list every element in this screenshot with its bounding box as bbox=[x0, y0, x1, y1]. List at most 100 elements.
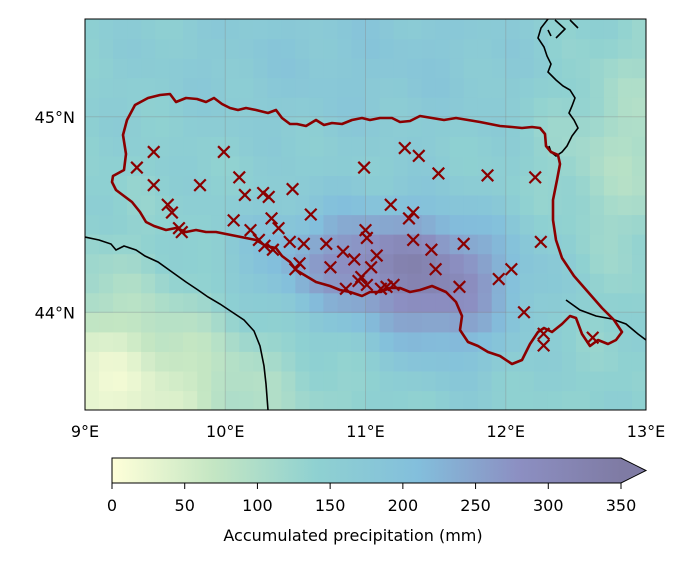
precip-cell bbox=[533, 155, 549, 176]
precip-cell bbox=[211, 390, 226, 410]
precip-cell bbox=[99, 175, 114, 196]
station-marker bbox=[347, 252, 361, 267]
precip-cell bbox=[169, 116, 184, 137]
precip-cell bbox=[631, 351, 646, 372]
station-marker bbox=[504, 262, 518, 276]
precip-cell bbox=[379, 292, 395, 313]
precip-cell bbox=[631, 214, 646, 235]
precip-cell bbox=[519, 155, 535, 176]
precip-cell bbox=[449, 19, 465, 40]
precip-cell bbox=[365, 155, 381, 176]
station-marker bbox=[357, 161, 371, 175]
precip-cell bbox=[547, 116, 563, 137]
precip-cell bbox=[183, 312, 198, 333]
precip-cell bbox=[561, 390, 577, 410]
precip-cell bbox=[351, 77, 367, 98]
precip-cell bbox=[267, 312, 282, 333]
precip-cell bbox=[491, 19, 507, 40]
precip-cell bbox=[449, 97, 465, 118]
precip-cell bbox=[253, 312, 268, 333]
precip-cell bbox=[141, 116, 156, 137]
precip-cell bbox=[547, 370, 563, 392]
precip-cell bbox=[225, 116, 240, 137]
precip-cell bbox=[309, 97, 325, 118]
precip-cell bbox=[85, 331, 100, 352]
precip-cell bbox=[505, 273, 521, 294]
precip-cell bbox=[141, 97, 156, 118]
station-marker bbox=[379, 280, 394, 294]
precip-cell bbox=[379, 351, 395, 372]
precip-cell bbox=[617, 77, 633, 98]
precip-cell bbox=[351, 312, 367, 333]
colorbar-label: Accumulated precipitation (mm) bbox=[223, 526, 482, 545]
precip-cell bbox=[239, 38, 254, 59]
precip-cell bbox=[183, 97, 198, 118]
precip-cell bbox=[267, 58, 282, 79]
precip-cell bbox=[491, 58, 507, 79]
station-marker bbox=[528, 170, 542, 184]
precip-cell bbox=[197, 292, 212, 313]
precip-cell bbox=[561, 194, 577, 216]
precip-cell bbox=[169, 136, 184, 157]
precip-cell bbox=[547, 77, 563, 98]
precip-cell bbox=[99, 194, 114, 216]
precip-cell bbox=[533, 292, 549, 313]
precip-cell bbox=[519, 390, 535, 410]
precip-cell bbox=[155, 370, 170, 392]
precip-cell bbox=[281, 77, 296, 98]
precip-cell bbox=[393, 214, 409, 235]
precip-cell bbox=[533, 273, 549, 294]
precip-cell bbox=[337, 194, 353, 216]
precip-cell bbox=[603, 234, 619, 255]
precip-cell bbox=[533, 390, 549, 410]
precip-cell bbox=[561, 19, 577, 40]
precip-cell bbox=[603, 116, 619, 137]
precip-cell bbox=[267, 77, 282, 98]
precip-cell bbox=[519, 273, 535, 294]
precip-cell bbox=[351, 175, 367, 196]
station-marker bbox=[457, 237, 471, 251]
precip-cell bbox=[505, 312, 521, 333]
precip-cell bbox=[155, 97, 170, 118]
precip-cell bbox=[393, 331, 409, 352]
precip-cell bbox=[85, 116, 100, 137]
precip-cell bbox=[477, 273, 493, 294]
station-marker bbox=[354, 270, 368, 284]
precip-cell bbox=[561, 136, 577, 157]
precip-cell bbox=[505, 58, 521, 79]
precip-cell bbox=[281, 214, 296, 235]
precip-cell bbox=[169, 331, 184, 352]
precip-cell bbox=[365, 292, 381, 313]
precip-cell bbox=[365, 136, 381, 157]
station-marker bbox=[424, 243, 438, 257]
precip-cell bbox=[519, 175, 535, 196]
precip-cell bbox=[575, 370, 591, 392]
station-marker bbox=[323, 260, 337, 274]
precip-cell bbox=[519, 331, 535, 352]
precip-cell bbox=[519, 312, 535, 333]
precip-cell bbox=[99, 312, 114, 333]
longitude-tick-label: 9°E bbox=[71, 422, 99, 441]
precip-cell bbox=[617, 97, 633, 118]
precip-cell bbox=[113, 38, 128, 59]
station-marker bbox=[339, 282, 353, 296]
precip-cell bbox=[113, 97, 128, 118]
precip-cell bbox=[309, 292, 325, 313]
precip-cell bbox=[463, 155, 479, 176]
station-marker bbox=[293, 256, 307, 270]
precip-cell bbox=[533, 97, 549, 118]
precip-cell bbox=[85, 19, 100, 40]
precip-cell bbox=[449, 351, 465, 372]
precip-cell bbox=[253, 77, 268, 98]
precip-cell bbox=[197, 253, 212, 274]
station-marker bbox=[336, 245, 350, 259]
precip-cell bbox=[99, 97, 114, 118]
precip-cell bbox=[239, 136, 254, 157]
precip-cell bbox=[323, 351, 339, 372]
precip-cell bbox=[309, 155, 325, 176]
precip-cell bbox=[351, 214, 367, 235]
colorbar-tick-label: 200 bbox=[388, 496, 419, 515]
precip-cell bbox=[197, 77, 212, 98]
precip-cell bbox=[197, 370, 212, 392]
precip-cell bbox=[267, 370, 282, 392]
